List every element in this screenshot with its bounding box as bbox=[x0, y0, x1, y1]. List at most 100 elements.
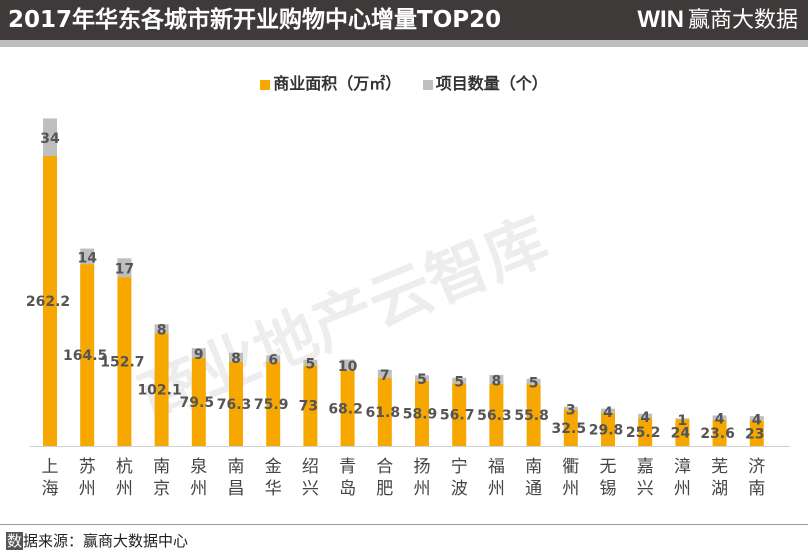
label-area-南通: 55.8 bbox=[514, 408, 549, 424]
bar-area-芜湖 bbox=[712, 419, 727, 446]
label-count-南京: 8 bbox=[157, 323, 167, 339]
label-count-绍兴: 5 bbox=[306, 356, 316, 372]
bar-area-南昌 bbox=[229, 361, 243, 446]
label-count-衢州: 3 bbox=[566, 402, 576, 418]
x-tick-label: 无 bbox=[600, 457, 617, 477]
x-tick-label: 州 bbox=[116, 479, 133, 499]
bar-area-漳州 bbox=[675, 419, 690, 446]
label-area-合肥: 61.8 bbox=[366, 405, 401, 421]
label-count-泉州: 9 bbox=[194, 347, 204, 363]
footer-divider bbox=[0, 524, 808, 525]
x-tick-label: 锡 bbox=[600, 479, 617, 499]
x-tick-label: 昌 bbox=[228, 479, 245, 499]
bar-count-无锡 bbox=[601, 408, 615, 414]
x-tick-label: 杭 bbox=[116, 457, 133, 477]
bar-count-济南 bbox=[749, 416, 764, 421]
bar-count-漳州 bbox=[675, 418, 690, 420]
bar-count-上海 bbox=[43, 118, 57, 157]
x-tick-label: 通 bbox=[525, 479, 542, 499]
legend-swatch bbox=[260, 79, 271, 90]
header: 2017年华东各城市新开业购物中心增量TOP20 WIN 赢商大数据 bbox=[0, 0, 808, 40]
x-tick-label: 州 bbox=[488, 479, 505, 499]
bar-count-泉州 bbox=[191, 348, 206, 359]
x-tick-label: 福 bbox=[488, 457, 505, 477]
bar-count-金华 bbox=[266, 355, 281, 363]
x-tick-label: 京 bbox=[153, 479, 170, 499]
bar-count-绍兴 bbox=[303, 359, 318, 366]
bar-count-嘉兴 bbox=[638, 413, 653, 419]
bar-count-芜湖 bbox=[712, 415, 727, 420]
x-tick-label: 波 bbox=[451, 479, 468, 499]
x-tick-label: 海 bbox=[42, 479, 59, 499]
source-text: 据来源：赢商大数据中心 bbox=[23, 532, 189, 550]
x-tick-label: 泉 bbox=[190, 457, 207, 477]
label-area-芜湖: 23.6 bbox=[700, 426, 735, 442]
x-tick-label: 南 bbox=[525, 457, 542, 477]
bar-count-苏州 bbox=[80, 248, 95, 265]
x-tick-label: 合 bbox=[376, 457, 393, 477]
x-tick-label: 南 bbox=[153, 457, 170, 477]
bar-area-苏州 bbox=[80, 264, 95, 446]
label-area-绍兴: 73 bbox=[299, 399, 318, 415]
label-count-嘉兴: 4 bbox=[640, 410, 650, 426]
bar-area-杭州 bbox=[117, 277, 132, 446]
label-area-杭州: 152.7 bbox=[100, 355, 144, 371]
x-tick-label: 兴 bbox=[637, 479, 654, 499]
x-tick-label: 绍 bbox=[302, 457, 319, 477]
x-tick-label: 华 bbox=[265, 479, 282, 499]
bar-count-南昌 bbox=[229, 352, 243, 362]
label-count-芜湖: 4 bbox=[715, 412, 725, 428]
label-count-杭州: 17 bbox=[115, 262, 134, 278]
chart-title: 2017年华东各城市新开业购物中心增量TOP20 bbox=[8, 7, 502, 33]
bar-area-济南 bbox=[749, 420, 764, 446]
label-area-无锡: 29.8 bbox=[589, 423, 624, 439]
label-area-南昌: 76.3 bbox=[217, 397, 252, 413]
x-tick-label: 州 bbox=[414, 479, 431, 499]
x-tick-label: 衢 bbox=[562, 456, 579, 477]
label-area-扬州: 58.9 bbox=[403, 406, 438, 422]
bar-count-南京 bbox=[154, 324, 169, 334]
label-area-宁波: 56.7 bbox=[440, 408, 475, 424]
logo: WIN 赢商大数据 bbox=[637, 5, 798, 36]
bar-area-南通 bbox=[526, 384, 541, 446]
x-tick-label: 扬 bbox=[414, 457, 431, 477]
logo-mark: WIN bbox=[637, 6, 684, 33]
bar-area-上海 bbox=[43, 156, 57, 446]
header-divider bbox=[0, 40, 808, 47]
bar-area-青岛 bbox=[340, 370, 355, 446]
label-count-无锡: 4 bbox=[603, 405, 613, 421]
x-tick-label: 南 bbox=[228, 457, 245, 477]
bar-area-扬州 bbox=[415, 380, 429, 446]
logo-text: 赢商大数据 bbox=[687, 8, 798, 33]
label-area-福州: 56.3 bbox=[477, 408, 512, 424]
bar-count-杭州 bbox=[117, 258, 132, 278]
x-tick-label: 嘉 bbox=[637, 457, 654, 477]
label-area-漳州: 24 bbox=[671, 426, 691, 442]
x-tick-label: 金 bbox=[265, 457, 282, 477]
x-tick-label: 南 bbox=[748, 479, 765, 499]
label-area-上海: 262.2 bbox=[26, 294, 70, 310]
bar-count-福州 bbox=[489, 374, 504, 384]
x-tick-label: 州 bbox=[79, 479, 96, 499]
x-tick-label: 苏 bbox=[79, 457, 96, 477]
bar-area-福州 bbox=[489, 383, 504, 446]
label-count-合肥: 7 bbox=[380, 368, 390, 384]
label-area-苏州: 164.5 bbox=[63, 348, 107, 364]
x-tick-label: 岛 bbox=[339, 479, 356, 499]
legend-label: 项目数量（个） bbox=[435, 74, 548, 93]
label-count-南昌: 8 bbox=[231, 351, 241, 367]
x-tick-label: 州 bbox=[562, 479, 579, 499]
legend-item-area: 商业面积（万㎡） bbox=[260, 74, 401, 93]
bar-area-金华 bbox=[266, 362, 281, 446]
label-count-宁波: 5 bbox=[454, 375, 464, 391]
x-tick-label: 青 bbox=[339, 457, 356, 477]
x-tick-label: 上 bbox=[42, 457, 59, 477]
label-count-青岛: 10 bbox=[338, 359, 358, 375]
bar-count-扬州 bbox=[415, 375, 429, 381]
label-area-泉州: 79.5 bbox=[180, 395, 215, 411]
label-count-金华: 6 bbox=[268, 353, 278, 369]
legend-swatch bbox=[422, 79, 433, 90]
bar-area-南京 bbox=[154, 333, 169, 446]
